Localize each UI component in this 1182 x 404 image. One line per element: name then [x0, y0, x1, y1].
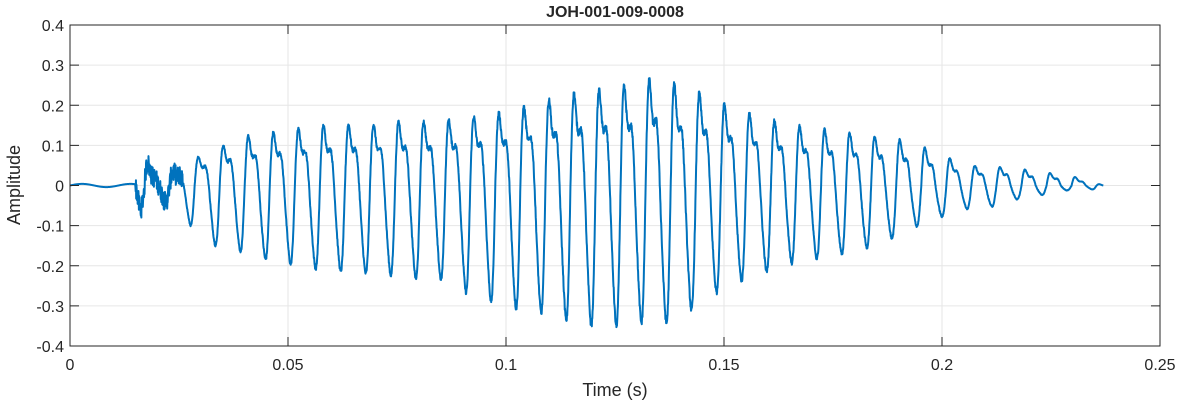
y-tick-label: -0.2 — [36, 259, 64, 276]
y-tick-label: -0.3 — [36, 299, 64, 316]
waveform-line-group — [69, 77, 1105, 329]
x-tick-label: 0 — [66, 357, 75, 374]
x-tick-label: 0.15 — [708, 357, 739, 374]
y-tick-label: 0.4 — [42, 18, 64, 35]
y-tick-label: 0.2 — [42, 98, 64, 115]
y-tick-label: 0 — [55, 179, 64, 196]
y-tick-label: -0.1 — [36, 219, 64, 236]
x-axis-label: Time (s) — [582, 380, 647, 400]
x-tick-label: 0.2 — [931, 357, 953, 374]
y-tick-label: 0.1 — [42, 138, 64, 155]
y-axis-ticks: -0.4 -0.3 -0.2 -0.1 0 0.1 0.2 0.3 0.4 — [36, 18, 1160, 356]
x-axis-ticks: 0 0.05 0.1 0.15 0.2 0.25 — [66, 25, 1176, 374]
y-tick-label: 0.3 — [42, 58, 64, 75]
chart-title: JOH-001-009-0008 — [546, 4, 684, 21]
x-tick-label: 0.25 — [1144, 357, 1175, 374]
y-tick-label: -0.4 — [36, 339, 64, 356]
x-tick-label: 0.05 — [272, 357, 303, 374]
y-axis-label: Amplitude — [4, 145, 24, 225]
waveform-line — [69, 77, 1105, 329]
x-tick-label: 0.1 — [495, 357, 517, 374]
